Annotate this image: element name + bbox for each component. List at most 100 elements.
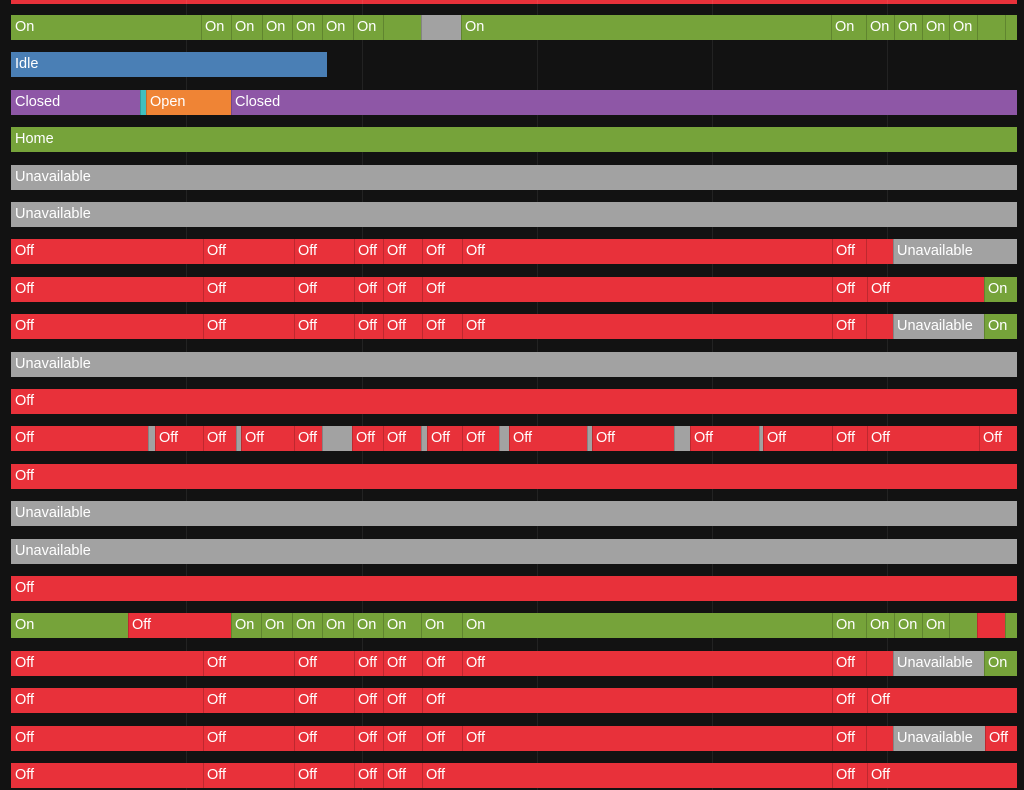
state-segment-off[interactable]: Off (11, 763, 203, 788)
state-segment-marker[interactable] (140, 90, 146, 115)
state-segment-off[interactable]: Off (422, 277, 832, 302)
state-segment-off[interactable]: Off (383, 277, 422, 302)
state-segment-off[interactable]: Off (11, 389, 1017, 414)
state-segment-off[interactable]: Off (985, 726, 1017, 751)
state-segment-on[interactable]: On (322, 613, 353, 638)
state-segment-home[interactable]: Home (11, 127, 1017, 152)
state-segment-off[interactable]: Off (462, 426, 499, 451)
state-segment-on[interactable]: On (353, 613, 383, 638)
state-segment-off[interactable]: Off (422, 688, 832, 713)
state-segment-off[interactable]: Off (294, 426, 322, 451)
state-segment-off[interactable]: Off (422, 763, 832, 788)
state-segment-idle[interactable]: Idle (11, 52, 327, 77)
state-segment-off[interactable]: Off (832, 314, 866, 339)
state-segment-off[interactable]: Off (383, 239, 422, 264)
state-segment-off[interactable]: Off (383, 651, 422, 676)
state-segment-off[interactable]: Off (354, 688, 383, 713)
state-segment-on[interactable]: On (11, 15, 201, 40)
state-segment-off[interactable]: Off (690, 426, 759, 451)
state-segment-off[interactable] (866, 239, 893, 264)
state-segment-unavailable[interactable] (759, 426, 763, 451)
state-segment-unavailable[interactable]: Unavailable (893, 651, 984, 676)
state-segment-on[interactable] (1005, 15, 1017, 40)
state-segment-on[interactable]: On (984, 277, 1017, 302)
state-segment-off[interactable]: Off (832, 651, 866, 676)
state-segment-off[interactable]: Off (203, 239, 294, 264)
state-segment-off[interactable] (866, 314, 893, 339)
state-segment-on[interactable]: On (292, 613, 322, 638)
state-segment-off[interactable]: Off (11, 426, 148, 451)
state-segment-off[interactable]: Off (462, 314, 832, 339)
state-segment-on[interactable] (977, 15, 1005, 40)
state-segment-off[interactable]: Off (203, 426, 236, 451)
state-segment-unavailable[interactable]: Unavailable (893, 239, 1017, 264)
state-segment-on[interactable]: On (231, 15, 262, 40)
state-segment-off[interactable]: Off (203, 763, 294, 788)
state-segment-off[interactable]: Off (383, 726, 422, 751)
state-segment-off[interactable]: Off (462, 651, 832, 676)
state-segment-off[interactable]: Off (422, 726, 462, 751)
state-segment-off[interactable]: Off (422, 651, 462, 676)
state-segment-off[interactable]: Off (832, 763, 867, 788)
state-segment-off[interactable] (866, 651, 893, 676)
state-segment-off[interactable] (977, 613, 1005, 638)
state-segment-off[interactable]: Off (203, 277, 294, 302)
state-segment-unavailable[interactable]: Unavailable (11, 202, 1017, 227)
state-segment-unavailable[interactable] (587, 426, 592, 451)
state-segment-off[interactable]: Off (203, 314, 294, 339)
state-segment-off[interactable]: Off (832, 426, 867, 451)
state-segment-off[interactable]: Off (509, 426, 587, 451)
state-segment-off[interactable]: Off (203, 726, 294, 751)
state-segment-on[interactable]: On (231, 613, 261, 638)
state-segment-off[interactable]: Off (11, 277, 203, 302)
state-segment-on[interactable]: On (894, 15, 922, 40)
state-segment-on[interactable]: On (322, 15, 353, 40)
state-segment-off[interactable] (866, 726, 893, 751)
state-segment-off[interactable]: Off (354, 763, 383, 788)
state-segment-off[interactable]: Off (383, 426, 421, 451)
state-segment-on[interactable] (383, 15, 421, 40)
state-segment-unavailable[interactable]: Unavailable (11, 539, 1017, 564)
state-segment-off[interactable]: Off (11, 576, 1017, 601)
state-segment-off[interactable]: Off (11, 651, 203, 676)
state-segment-unavailable[interactable]: Unavailable (893, 726, 985, 751)
state-segment-off[interactable]: Off (203, 651, 294, 676)
state-segment-off[interactable]: Off (11, 464, 1017, 489)
state-segment-on[interactable]: On (922, 15, 949, 40)
state-segment-off[interactable]: Off (867, 426, 979, 451)
state-segment-closed[interactable]: Closed (11, 90, 140, 115)
state-segment-on[interactable]: On (866, 613, 894, 638)
state-segment-off[interactable]: Off (354, 239, 383, 264)
state-segment-off[interactable]: Off (11, 239, 203, 264)
state-segment-off[interactable]: Off (462, 726, 832, 751)
state-segment-off[interactable]: Off (763, 426, 832, 451)
state-segment-unavailable[interactable] (421, 15, 461, 40)
state-segment-off[interactable]: Off (832, 726, 866, 751)
state-segment-on[interactable]: On (949, 15, 977, 40)
state-segment-off[interactable]: Off (422, 239, 462, 264)
state-segment-off[interactable]: Off (383, 763, 422, 788)
state-segment-unavailable[interactable]: Unavailable (11, 501, 1017, 526)
state-segment-off[interactable]: Off (867, 763, 1017, 788)
state-segment-off[interactable]: Off (11, 688, 203, 713)
state-segment-off[interactable]: Off (832, 277, 867, 302)
state-segment-on[interactable] (1005, 613, 1017, 638)
state-segment-off[interactable]: Off (832, 688, 867, 713)
state-segment-on[interactable]: On (353, 15, 383, 40)
state-segment-on[interactable]: On (11, 613, 128, 638)
state-segment-off[interactable]: Off (241, 426, 294, 451)
state-segment-on[interactable]: On (922, 613, 949, 638)
state-segment-unavailable[interactable]: Unavailable (11, 352, 1017, 377)
state-segment-unavailable[interactable] (322, 426, 352, 451)
state-segment-off[interactable]: Off (832, 239, 866, 264)
state-segment-off[interactable]: Off (422, 314, 462, 339)
state-segment-off[interactable]: Off (427, 426, 462, 451)
state-segment-off[interactable]: Off (155, 426, 203, 451)
state-segment-on[interactable]: On (831, 15, 866, 40)
state-segment-off[interactable]: Off (867, 277, 984, 302)
state-segment-off[interactable]: Off (354, 314, 383, 339)
state-segment-off[interactable]: Off (979, 426, 1017, 451)
state-segment-off[interactable]: Off (462, 239, 832, 264)
state-segment-unavailable[interactable] (236, 426, 241, 451)
state-segment-off[interactable]: Off (352, 426, 383, 451)
